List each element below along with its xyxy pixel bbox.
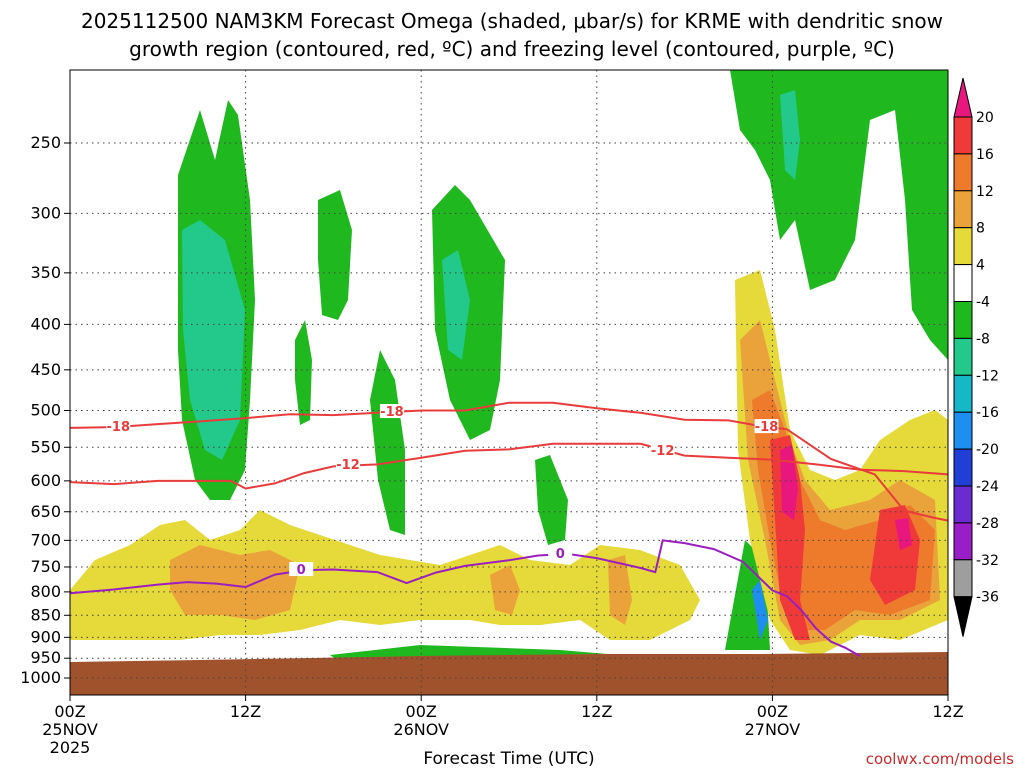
contour-line-minus12 xyxy=(69,442,949,490)
chart-title-line2: growth region (contoured, red, ºC) and f… xyxy=(129,37,895,61)
y-tick-label-250: 250 xyxy=(30,133,61,152)
omega-region-red-east xyxy=(770,435,810,640)
omega-region-orange-low-3 xyxy=(608,555,632,625)
x-tick-label-2: 00Z xyxy=(406,702,437,721)
contour-label-6: 0 xyxy=(556,547,565,562)
x-tick-label-0: 00Z xyxy=(54,702,85,721)
y-tick-label-850: 850 xyxy=(30,605,61,624)
colorbar-label-2: 12 xyxy=(976,184,994,200)
colorbar-label-1: 16 xyxy=(976,147,994,163)
colorbar-label-3: 8 xyxy=(976,221,985,237)
chart-title-line1: 2025112500 NAM3KM Forecast Omega (shaded… xyxy=(81,9,943,33)
contour-label-3: -12 xyxy=(336,458,360,473)
colorbar-swatch-8_12 xyxy=(953,190,973,229)
colorbar-swatch-m24_m20 xyxy=(953,448,973,487)
colorbar-label-12: -32 xyxy=(976,553,999,569)
y-tick-label-400: 400 xyxy=(30,314,61,333)
colorbar-label-7: -12 xyxy=(976,368,999,384)
colorbar-swatch-4_8 xyxy=(953,227,973,266)
contour-label-bg-6 xyxy=(548,545,573,560)
colorbar: 20 16 12 8 4 -4 -8 -12 -16 -20 -24 -28 -32 -36 xyxy=(953,77,999,637)
colorbar-label-13: -36 xyxy=(976,590,999,606)
y-tick-label-650: 650 xyxy=(30,502,61,521)
colorbar-swatch-m32_m28 xyxy=(953,522,973,561)
grid-horizontal xyxy=(70,142,948,679)
x-tick-date-4: 27NOV xyxy=(745,720,801,739)
y-tick-label-1000: 1000 xyxy=(20,668,61,687)
y-tick-label-800: 800 xyxy=(30,582,61,601)
y-tick-label-600: 600 xyxy=(30,471,61,490)
y-axis: 250 300 350 400 450 500 550 600 650 700 750 800 850 9… xyxy=(20,133,70,687)
omega-region-teal-7 xyxy=(780,90,800,180)
contour-lines: -18 -18 -18 -12 -12 0 0 xyxy=(69,401,949,658)
colorbar-swatch-m12_m8 xyxy=(953,337,973,376)
colorbar-swatch-m20_m16 xyxy=(953,411,973,450)
y-tick-label-300: 300 xyxy=(30,203,61,222)
colorbar-swatch-m4_4 xyxy=(953,264,973,303)
omega-region-green-2 xyxy=(318,190,352,320)
colorbar-arrow-bottom xyxy=(953,596,973,637)
omega-region-orange-low-2 xyxy=(490,565,520,615)
colorbar-arrow-top xyxy=(953,77,973,118)
omega-region-green-3 xyxy=(432,185,505,440)
colorbar-label-4: 4 xyxy=(976,258,985,274)
omega-region-green-4 xyxy=(370,350,405,535)
contour-label-bg-1 xyxy=(379,404,404,419)
x-tick-label-1: 12Z xyxy=(230,702,261,721)
colorbar-swatch-m28_m24 xyxy=(953,485,973,524)
colorbar-label-6: -8 xyxy=(976,331,990,347)
omega-region-teal-3 xyxy=(442,250,470,360)
y-tick-label-900: 900 xyxy=(30,627,61,646)
colorbar-swatch-m16_m12 xyxy=(953,374,973,413)
omega-region-magenta-peak-2 xyxy=(895,518,912,550)
y-tick-label-500: 500 xyxy=(30,401,61,420)
contour-label-2: -18 xyxy=(755,420,779,435)
colorbar-label-8: -16 xyxy=(976,405,999,421)
ground-fill xyxy=(70,652,948,695)
colorbar-swatch-16_20 xyxy=(953,116,973,155)
omega-region-magenta-peak xyxy=(780,445,798,520)
omega-region-blue-small xyxy=(752,580,768,640)
contour-label-bg-5 xyxy=(289,562,314,577)
omega-region-green-6 xyxy=(535,455,568,545)
contour-label-bg-4 xyxy=(650,442,675,457)
x-tick-date-0: 25NOV xyxy=(42,720,98,739)
contour-label-4: -12 xyxy=(651,444,675,459)
colorbar-swatch-m8_m4 xyxy=(953,301,973,339)
omega-region-green-5 xyxy=(295,320,312,425)
y-tick-label-950: 950 xyxy=(30,648,61,667)
x-axis-title: Forecast Time (UTC) xyxy=(423,749,594,768)
x-tick-label-3: 12Z xyxy=(581,702,612,721)
x-tick-label-4: 00Z xyxy=(757,702,788,721)
plot-area: -18 -18 -18 -12 -12 0 0 xyxy=(69,69,949,696)
colorbar-label-11: -28 xyxy=(976,516,999,532)
plot-frame xyxy=(69,69,949,696)
y-tick-label-450: 450 xyxy=(30,360,61,379)
contour-label-bg-0 xyxy=(106,419,131,434)
colorbar-label-10: -24 xyxy=(976,479,999,495)
contour-label-bg-3 xyxy=(336,457,361,472)
y-tick-label-350: 350 xyxy=(30,263,61,282)
contour-line-minus18 xyxy=(69,401,949,522)
x-tick-label-5: 12Z xyxy=(932,702,963,721)
contour-label-5: 0 xyxy=(297,563,306,578)
colorbar-label-0: 20 xyxy=(976,110,994,126)
y-tick-label-700: 700 xyxy=(30,530,61,549)
y-tick-label-750: 750 xyxy=(30,557,61,576)
colorbar-label-9: -20 xyxy=(976,442,999,458)
contour-label-bg-2 xyxy=(754,419,779,434)
credit-link[interactable]: coolwx.com/models xyxy=(866,750,1014,768)
colorbar-swatch-m36_m32 xyxy=(953,559,973,598)
contour-label-1: -18 xyxy=(380,405,404,420)
contour-label-0: -18 xyxy=(107,420,131,435)
colorbar-swatch-12_16 xyxy=(953,153,973,192)
x-tick-year-0: 2025 xyxy=(50,738,91,757)
omega-region-teal-1 xyxy=(182,220,245,460)
omega-region-orange-low-1 xyxy=(170,545,300,620)
colorbar-label-5: -4 xyxy=(976,295,990,311)
x-tick-date-2: 26NOV xyxy=(393,720,449,739)
y-tick-label-550: 550 xyxy=(30,437,61,456)
